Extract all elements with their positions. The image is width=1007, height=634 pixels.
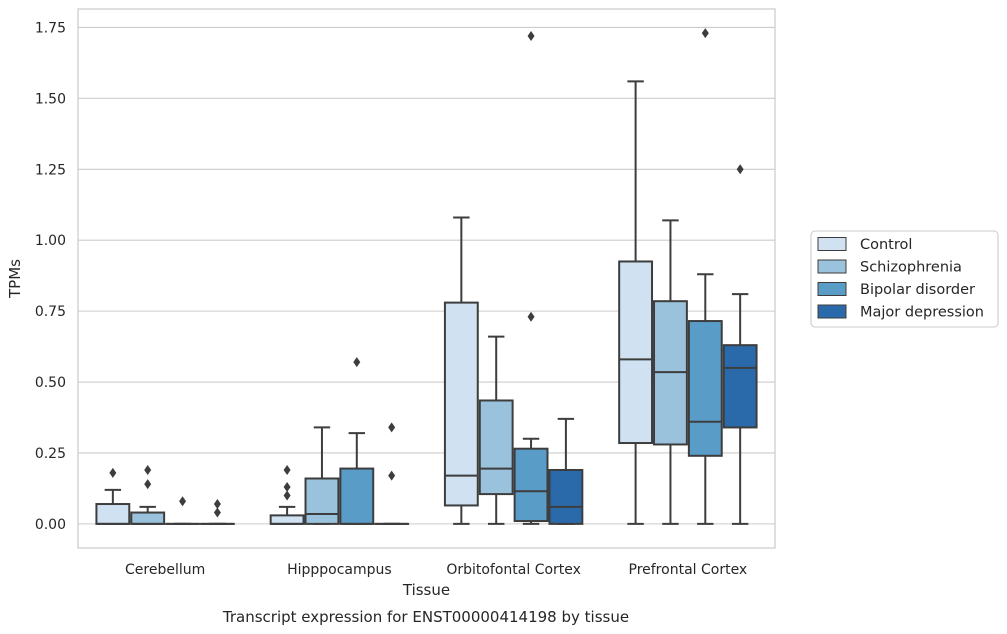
outlier-point [144,464,152,475]
box-iqr [304,477,340,525]
y-tick-label: 1.25 [35,162,66,178]
box-0-2 [443,216,479,525]
box-3-2 [548,417,584,525]
legend-frame [810,230,999,328]
series-schizophrenia [130,219,688,525]
outlier-point [144,479,152,490]
plot-frame [77,8,776,549]
y-tick-label: 1.75 [35,20,66,36]
outlier-point [388,422,396,433]
legend-label: Schizophrenia [860,260,962,276]
chart-caption: Transcript expression for ENST0000041419… [222,608,629,626]
outlier-point [388,470,396,481]
box-1-3 [653,219,688,525]
box-iqr [269,514,305,525]
box-1-0 [130,464,166,525]
y-tick-label: 0.50 [35,375,66,391]
outlier-point [736,164,744,175]
box-0-0 [95,467,131,525]
x-tick-label: Orbitofontal Cortex [446,562,581,578]
legend-swatch [817,259,847,274]
x-axis-label: Tissue [402,581,450,599]
legend-label: Bipolar disorder [860,282,975,298]
legend: Control Schizophrenia Bipolar disorder Majo… [810,230,999,328]
y-tick-label: 1.00 [35,233,66,249]
box-1-1 [304,426,340,525]
legend-swatch [817,304,847,319]
x-tick-label: Cerebellum [125,562,205,578]
box-0-3 [618,80,654,525]
x-axis-ticks: Cerebellum Hipppocampus Orbitofontal Corte… [125,562,747,578]
y-tick-label: 1.50 [35,91,66,107]
gridlines [78,26,775,525]
box-iqr [618,260,654,445]
outlier-point [701,28,709,39]
box-2-2 [513,30,549,525]
series-major-depression [199,164,758,525]
y-tick-label: 0.75 [35,304,66,320]
outlier-point [213,499,221,510]
outlier-point [283,490,291,501]
outlier-point [109,467,117,478]
outlier-point [527,311,535,322]
legend-swatch [817,282,847,296]
outlier-point [527,30,535,41]
box-3-3 [722,164,758,525]
box-0-1 [269,464,305,525]
box-iqr [513,447,549,523]
box-groups [95,28,758,525]
box-2-0 [165,496,200,525]
box-iqr [478,399,514,496]
legend-swatch [817,237,847,251]
outlier-point [353,357,361,368]
series-bipolar-disorder [165,28,723,525]
box-iqr [443,301,479,507]
legend-label: Major depression [860,305,984,321]
y-axis-ticks: 0.00 0.25 0.50 0.75 1.00 1.25 1.50 1.75 [35,20,66,532]
box-3-0 [199,499,235,525]
x-tick-label: Prefrontal Cortex [629,562,748,578]
y-tick-label: 0.25 [35,446,66,462]
legend-label: Control [860,237,912,253]
box-iqr [687,320,723,457]
y-tick-label: 0.00 [35,517,66,533]
outlier-point [179,496,187,507]
box-iqr [548,468,584,525]
box-2-3 [687,28,723,525]
box-iqr [95,503,131,525]
box-iqr [130,511,166,525]
box-3-1 [374,422,410,525]
x-tick-label: Hipppocampus [287,562,392,578]
outlier-point [213,507,221,518]
box-1-2 [478,335,514,525]
outlier-point [283,464,291,475]
outlier-point [283,482,291,493]
box-iqr [722,344,758,429]
box-iqr [339,467,375,525]
series-control [95,80,654,525]
y-axis-label: TPMs [6,259,24,299]
box-2-1 [339,357,375,525]
